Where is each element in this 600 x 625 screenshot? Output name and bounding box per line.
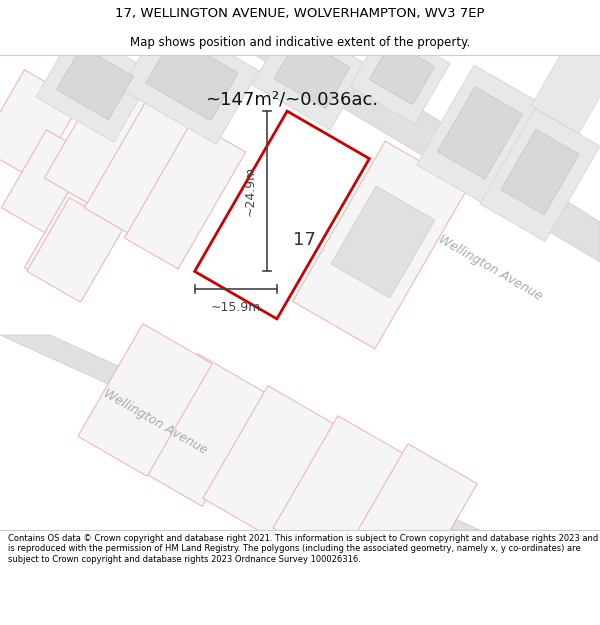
Polygon shape [146, 36, 238, 121]
Polygon shape [85, 91, 206, 239]
Text: 17, WELLINGTON AVENUE, WOLVERHAMPTON, WV3 7EP: 17, WELLINGTON AVENUE, WOLVERHAMPTON, WV… [115, 8, 485, 20]
Polygon shape [27, 198, 123, 302]
Text: Map shows position and indicative extent of the property.: Map shows position and indicative extent… [130, 36, 470, 49]
Polygon shape [0, 335, 480, 530]
Polygon shape [124, 121, 245, 269]
Text: Wellington Avenue: Wellington Avenue [101, 387, 209, 457]
Polygon shape [44, 61, 166, 209]
Text: ~147m²/~0.036ac.: ~147m²/~0.036ac. [205, 91, 378, 109]
Polygon shape [343, 444, 477, 596]
Text: Wellington Avenue: Wellington Avenue [436, 233, 544, 303]
Text: ~15.9m: ~15.9m [211, 301, 261, 314]
Polygon shape [273, 416, 407, 568]
Polygon shape [78, 324, 212, 476]
Polygon shape [531, 37, 600, 133]
Polygon shape [480, 109, 600, 241]
Polygon shape [36, 28, 154, 142]
Polygon shape [121, 16, 259, 144]
Text: Contains OS data © Crown copyright and database right 2021. This information is : Contains OS data © Crown copyright and d… [8, 534, 598, 564]
Polygon shape [56, 46, 133, 119]
Polygon shape [252, 20, 368, 130]
Polygon shape [203, 386, 337, 538]
Polygon shape [194, 111, 370, 319]
Polygon shape [0, 70, 80, 180]
Polygon shape [25, 190, 125, 300]
Polygon shape [331, 186, 435, 298]
Polygon shape [501, 129, 579, 215]
Polygon shape [255, 5, 600, 262]
Polygon shape [274, 38, 350, 109]
Polygon shape [293, 141, 467, 349]
Polygon shape [133, 354, 267, 506]
Text: ~24.9m: ~24.9m [244, 166, 257, 216]
Polygon shape [437, 87, 523, 179]
Text: 17: 17 [293, 231, 316, 249]
Polygon shape [1, 130, 103, 240]
Polygon shape [416, 65, 544, 205]
Polygon shape [370, 41, 434, 104]
Polygon shape [350, 26, 450, 124]
